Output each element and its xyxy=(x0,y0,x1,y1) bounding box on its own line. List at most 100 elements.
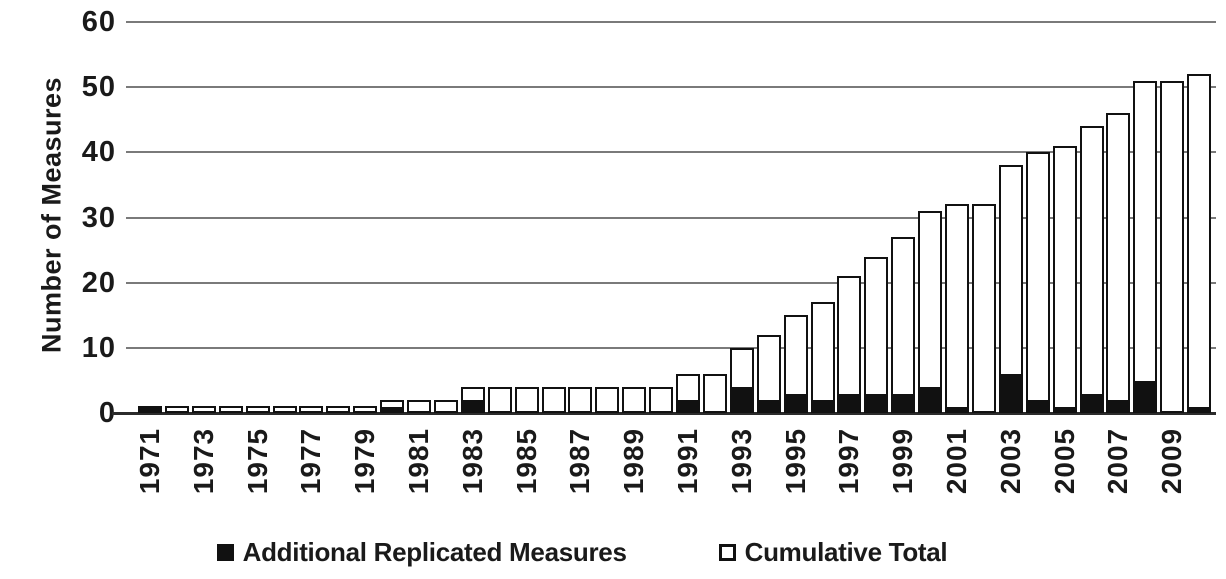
legend-item-additional-replicated-measures: Additional Replicated Measures xyxy=(216,536,627,568)
bar-black-segment-2007 xyxy=(1108,400,1129,411)
x-tick-label-2009: 2009 xyxy=(1156,427,1188,495)
x-tick-label-1973: 1973 xyxy=(187,427,219,495)
bar-2010 xyxy=(1187,74,1212,413)
bar-2005 xyxy=(1052,145,1077,413)
x-tick-label-1991: 1991 xyxy=(672,427,703,495)
gridline-40 xyxy=(126,151,1216,154)
x-tick-label-1971: 1971 xyxy=(134,427,165,495)
bar-1980 xyxy=(380,399,405,413)
x-tick-label-1983: 1983 xyxy=(456,427,488,495)
bar-1972 xyxy=(164,406,189,413)
bar-2002 xyxy=(971,204,996,413)
gridline-20 xyxy=(126,281,1216,284)
gridline-10 xyxy=(126,346,1216,349)
bar-2007 xyxy=(1106,113,1131,413)
bar-1975 xyxy=(245,406,270,413)
bar-1991 xyxy=(676,373,700,413)
bar-black-segment-2000 xyxy=(920,387,941,411)
x-tick-label-2001: 2001 xyxy=(941,427,972,495)
bar-black-segment-1991 xyxy=(678,400,698,411)
y-tick-label-0: 0 xyxy=(98,397,116,429)
x-tick-label-1985: 1985 xyxy=(510,427,542,495)
x-tick-label-1977: 1977 xyxy=(295,427,327,495)
gridline-50 xyxy=(126,86,1216,89)
x-tick-label-1981: 1981 xyxy=(403,427,434,495)
legend-item-cumulative-total: Cumulative Total xyxy=(718,536,948,568)
bar-black-segment-2004 xyxy=(1027,400,1048,411)
filled-square-icon xyxy=(216,543,234,561)
legend-label: Cumulative Total xyxy=(744,536,948,567)
bar-1999 xyxy=(891,237,916,413)
bar-black-segment-1971 xyxy=(140,406,160,411)
bar-black-segment-2003 xyxy=(1000,374,1021,411)
x-tick-label-1989: 1989 xyxy=(618,427,650,495)
bar-black-segment-1997 xyxy=(839,393,860,411)
x-tick-label-2007: 2007 xyxy=(1102,427,1134,495)
bar-1984 xyxy=(487,386,512,413)
bar-1992 xyxy=(702,373,727,413)
legend-label: Additional Replicated Measures xyxy=(242,536,627,567)
bar-1988 xyxy=(595,386,620,413)
bar-black-segment-1983 xyxy=(462,400,483,411)
bar-black-segment-1999 xyxy=(893,393,914,411)
y-tick-label-20: 20 xyxy=(81,266,116,299)
bar-black-segment-1980 xyxy=(382,406,403,411)
bar-black-segment-1996 xyxy=(812,400,833,411)
bar-1978 xyxy=(326,406,351,413)
bar-1989 xyxy=(622,386,647,413)
bar-1987 xyxy=(568,386,593,413)
bar-1998 xyxy=(864,256,889,413)
bar-2009 xyxy=(1160,80,1185,413)
bar-1982 xyxy=(433,399,458,413)
bar-1985 xyxy=(514,386,539,413)
bar-1979 xyxy=(353,406,378,413)
bar-black-segment-1995 xyxy=(785,393,806,411)
y-tick-label-30: 30 xyxy=(81,201,116,234)
y-tick-label-50: 50 xyxy=(81,71,116,104)
bar-black-segment-2001 xyxy=(947,406,967,411)
bar-1986 xyxy=(541,386,566,413)
bar-1973 xyxy=(191,406,216,413)
x-tick-label-1995: 1995 xyxy=(779,427,811,495)
y-tick-label-60: 60 xyxy=(81,6,116,38)
x-tick-label-1997: 1997 xyxy=(833,427,865,495)
bar-1981 xyxy=(407,399,431,413)
bar-1983 xyxy=(460,386,485,413)
bar-2004 xyxy=(1025,152,1050,413)
bar-black-segment-2008 xyxy=(1135,380,1156,411)
x-tick-label-2003: 2003 xyxy=(994,427,1026,495)
bar-2003 xyxy=(998,165,1023,413)
gridline-30 xyxy=(126,216,1216,219)
x-tick-label-2005: 2005 xyxy=(1048,427,1080,495)
bar-black-segment-2005 xyxy=(1054,406,1075,411)
x-tick-label-1979: 1979 xyxy=(349,427,381,495)
bar-1990 xyxy=(649,386,674,413)
bar-2006 xyxy=(1079,126,1104,413)
y-tick-label-40: 40 xyxy=(81,136,116,169)
x-tick-label-1975: 1975 xyxy=(241,427,273,495)
x-tick-label-1987: 1987 xyxy=(564,427,596,495)
x-tick-label-1993: 1993 xyxy=(725,427,757,495)
bar-1974 xyxy=(218,406,243,413)
gridline-60 xyxy=(126,21,1216,23)
bar-1997 xyxy=(837,276,862,413)
bar-1976 xyxy=(272,406,297,413)
open-square-icon xyxy=(718,543,736,561)
bar-1995 xyxy=(783,315,808,413)
legend: Additional Replicated Measures Cumulativ… xyxy=(0,531,1226,573)
bar-2000 xyxy=(918,210,943,413)
x-axis-line xyxy=(112,411,1216,415)
bar-black-segment-2010 xyxy=(1189,406,1210,411)
bar-1994 xyxy=(756,334,781,413)
bar-black-segment-1998 xyxy=(866,393,887,411)
bar-black-segment-2006 xyxy=(1081,393,1102,411)
y-tick-label-10: 10 xyxy=(81,331,116,364)
x-tick-label-1999: 1999 xyxy=(887,427,919,495)
bar-1993 xyxy=(729,347,754,413)
bar-black-segment-1994 xyxy=(758,400,779,411)
bar-2001 xyxy=(945,204,969,413)
bar-1971 xyxy=(138,406,162,413)
bar-1996 xyxy=(810,302,835,413)
bar-black-segment-1993 xyxy=(731,387,752,411)
